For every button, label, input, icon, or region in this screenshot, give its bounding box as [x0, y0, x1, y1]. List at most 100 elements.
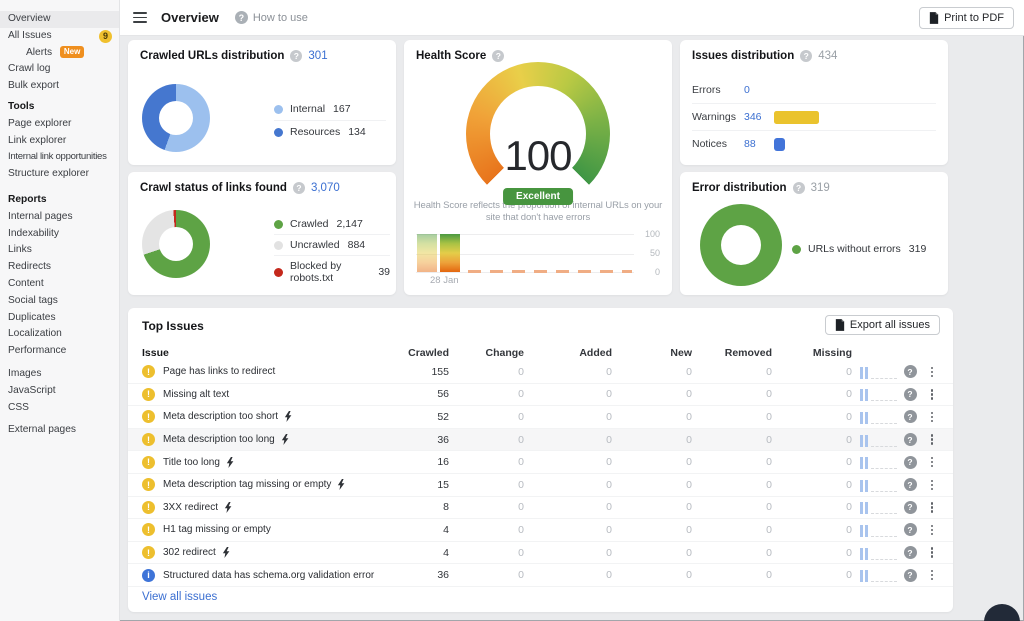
issue-link[interactable]: Meta description too long — [163, 434, 275, 446]
sidebar-item-all-issues[interactable]: All Issues 9 — [0, 28, 119, 45]
help-icon[interactable]: ? — [903, 568, 917, 582]
sidebar-item-external-pages[interactable]: External pages — [8, 424, 76, 436]
kebab-menu-icon[interactable] — [923, 502, 941, 513]
view-all-issues-link[interactable]: View all issues — [142, 591, 218, 603]
sidebar-item-internal-link-opportunities[interactable]: Internal link opportunities — [8, 151, 107, 163]
issue-link[interactable]: Missing alt text — [163, 388, 230, 400]
help-icon[interactable]: ? — [903, 523, 917, 537]
sidebar-item-performance[interactable]: Performance — [8, 345, 67, 357]
chat-widget-button[interactable] — [984, 604, 1020, 621]
cell-added: 0 — [606, 546, 612, 559]
sidebar-item-redirects[interactable]: Redirects — [8, 261, 52, 273]
help-icon[interactable]: ? — [903, 478, 917, 492]
sidebar-item-link-explorer[interactable]: Link explorer — [8, 134, 67, 146]
issue-link[interactable]: Meta description too short — [163, 411, 279, 423]
sidebar-item-duplicates[interactable]: Duplicates — [8, 311, 56, 323]
issue-link[interactable]: Page has links to redirect — [163, 366, 276, 378]
warnings-count-link[interactable]: 346 — [744, 111, 762, 123]
help-icon[interactable]: ? — [903, 500, 917, 514]
legend-label: Resources — [290, 126, 341, 138]
table-row[interactable]: ! 3XX redirect 8 0 0 0 0 0 ? — [128, 497, 953, 520]
notices-count-link[interactable]: 88 — [744, 138, 756, 150]
errors-count-link[interactable]: 0 — [744, 83, 750, 96]
kebab-menu-icon[interactable] — [923, 366, 941, 378]
sidebar-item-javascript[interactable]: JavaScript — [8, 384, 56, 396]
cell-missing: 0 — [846, 569, 852, 582]
kebab-menu-icon[interactable] — [923, 411, 941, 423]
sidebar-item-localization[interactable]: Localization — [8, 328, 62, 340]
kebab-menu-icon[interactable] — [923, 389, 941, 400]
cell-added: 0 — [606, 523, 612, 536]
legend-value: 167 — [333, 103, 351, 115]
help-icon[interactable]: ? — [903, 365, 917, 379]
kebab-menu-icon[interactable] — [923, 524, 941, 536]
sidebar-item-internal-pages[interactable]: Internal pages — [8, 210, 73, 222]
row-label: Errors — [692, 83, 721, 96]
cell-missing: 0 — [846, 365, 852, 378]
kebab-menu-icon[interactable] — [923, 547, 941, 558]
table-row[interactable]: ! Page has links to redirect 155 0 0 0 0 … — [128, 361, 953, 384]
card-title: Issues distribution — [692, 50, 795, 62]
cell-new: 0 — [686, 410, 692, 423]
help-icon[interactable]: ? — [903, 387, 917, 401]
legend: Crawled 2,147 Uncrawled 884 Blocked by r… — [274, 214, 390, 288]
print-to-pdf-button[interactable]: Print to PDF — [919, 6, 1014, 29]
help-icon[interactable]: ? — [492, 50, 505, 62]
sidebar-item-overview[interactable]: Overview — [0, 11, 119, 28]
table-row[interactable]: ! 302 redirect 4 0 0 0 0 0 ? — [128, 542, 953, 565]
sidebar-item-alerts[interactable]: Alerts New — [0, 45, 119, 62]
export-all-issues-button[interactable]: Export all issues — [824, 315, 940, 335]
issue-link[interactable]: Meta description tag missing or empty — [163, 479, 332, 491]
sidebar-item-images[interactable]: Images — [8, 367, 42, 379]
sidebar-item-css[interactable]: CSS — [8, 401, 29, 413]
cell-change: 0 — [518, 388, 524, 401]
how-to-use-label: How to use — [252, 11, 308, 24]
kebab-menu-icon[interactable] — [923, 479, 941, 491]
cell-added: 0 — [606, 388, 612, 401]
help-icon[interactable]: ? — [903, 546, 917, 560]
issue-link[interactable]: 302 redirect — [163, 547, 216, 559]
table-row[interactable]: i Structured data has schema.org validati… — [128, 564, 953, 587]
sidebar-item-page-explorer[interactable]: Page explorer — [8, 117, 72, 129]
table-body: ! Page has links to redirect 155 0 0 0 0 … — [128, 361, 953, 587]
cell-new: 0 — [686, 388, 692, 401]
sidebar-item-social-tags[interactable]: Social tags — [8, 294, 58, 306]
help-icon[interactable]: ? — [292, 182, 305, 194]
sidebar-section-tools: Tools — [8, 100, 35, 112]
table-row[interactable]: ! Missing alt text 56 0 0 0 0 0 ? — [128, 384, 953, 407]
table-row[interactable]: ! H1 tag missing or empty 4 0 0 0 0 0 ? — [128, 519, 953, 542]
sidebar-item-content[interactable]: Content — [8, 277, 44, 289]
table-row[interactable]: ! Meta description too long 36 0 0 0 0 0 … — [128, 428, 953, 452]
kebab-menu-icon[interactable] — [923, 434, 941, 445]
error-distribution-donut-chart — [700, 204, 782, 286]
help-icon[interactable]: ? — [290, 50, 303, 62]
x-axis-label: 28 Jan — [430, 275, 459, 286]
column-header-issue: Issue — [142, 346, 169, 359]
crawled-total-link[interactable]: 301 — [308, 50, 328, 62]
table-row[interactable]: ! Title too long 16 0 0 0 0 0 ? — [128, 451, 953, 474]
sidebar-item-structure-explorer[interactable]: Structure explorer — [8, 168, 89, 180]
cell-new: 0 — [686, 433, 692, 446]
table-header-row: Issue Crawled Change Added New Removed M… — [128, 344, 953, 361]
help-icon[interactable]: ? — [903, 455, 917, 469]
how-to-use-link[interactable]: ? How to use — [234, 11, 308, 24]
sidebar-item-bulk-export[interactable]: Bulk export — [8, 80, 59, 92]
sidebar-item-crawl-log[interactable]: Crawl log — [8, 63, 51, 75]
issue-link[interactable]: Structured data has schema.org validatio… — [163, 569, 375, 581]
table-row[interactable]: ! Meta description tag missing or empty 1… — [128, 474, 953, 497]
sidebar-item-links[interactable]: Links — [8, 244, 32, 256]
kebab-menu-icon[interactable] — [923, 456, 941, 468]
help-icon[interactable]: ? — [903, 410, 917, 424]
issue-link[interactable]: H1 tag missing or empty — [163, 524, 271, 536]
sidebar-item-indexability[interactable]: Indexability — [8, 227, 59, 239]
help-icon[interactable]: ? — [903, 433, 917, 447]
help-icon[interactable]: ? — [792, 182, 805, 194]
issue-link[interactable]: 3XX redirect — [163, 501, 219, 513]
links-total-link[interactable]: 3,070 — [310, 182, 340, 194]
issue-link[interactable]: Title too long — [163, 456, 220, 468]
table-row[interactable]: ! Meta description too short 52 0 0 0 0 0… — [128, 406, 953, 429]
hamburger-menu-icon[interactable] — [133, 12, 147, 23]
help-icon[interactable]: ? — [800, 50, 813, 62]
kebab-menu-icon[interactable] — [923, 569, 941, 581]
issues-total: 434 — [818, 50, 838, 62]
